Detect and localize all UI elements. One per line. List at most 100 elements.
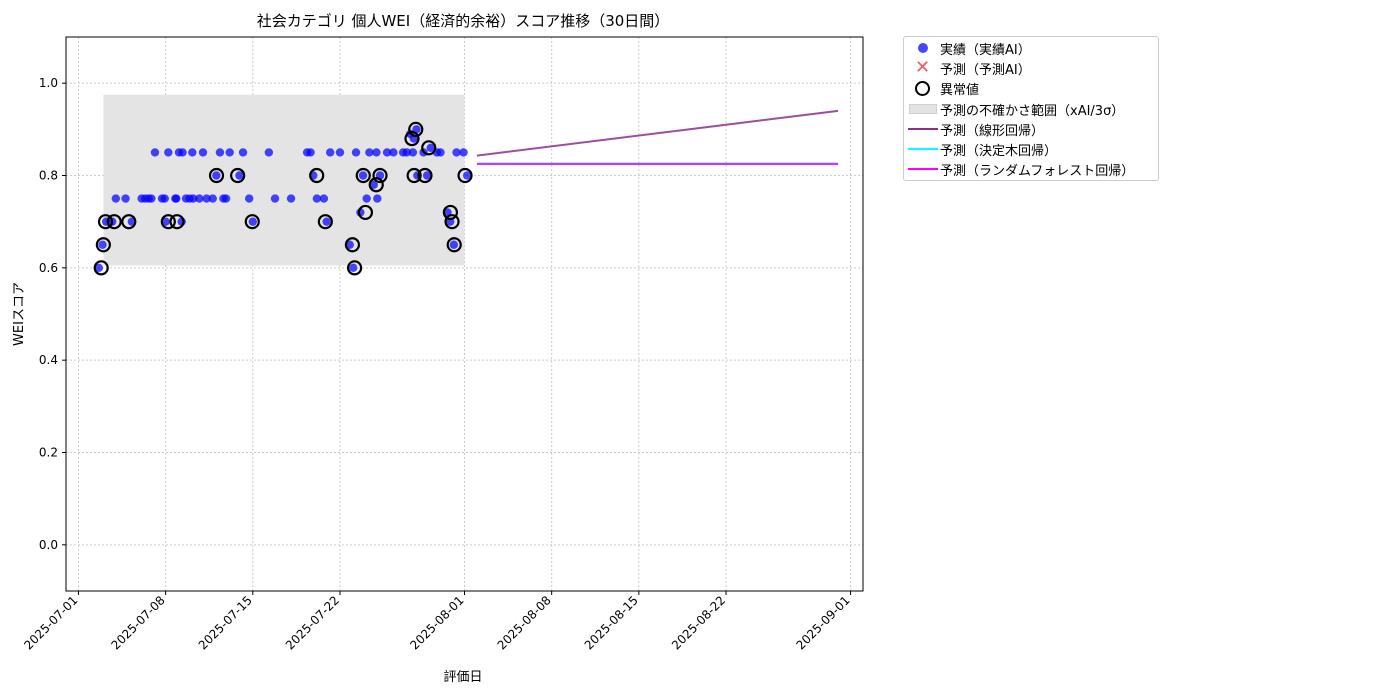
actual-point — [212, 171, 221, 180]
actual-point — [358, 171, 368, 180]
actual-point — [345, 240, 354, 249]
legend-item-forest: 予測（ランダムフォレスト回帰） — [904, 159, 1134, 179]
anomaly-ring — [446, 237, 462, 253]
actual-point — [369, 180, 378, 189]
actual-point — [436, 148, 445, 157]
actual-point — [225, 148, 234, 157]
actual-marker-icon — [918, 43, 928, 53]
actual-point — [349, 263, 358, 273]
anomaly-ring — [208, 167, 225, 184]
legend-item-band: 予測の不確かさ範囲（xAI/3σ） — [904, 99, 1124, 119]
actual-point — [248, 217, 257, 226]
legend-item-predicted: ✕ 予測（予測AI） — [904, 58, 1031, 78]
anomaly-ring — [97, 214, 114, 230]
actual-point — [322, 217, 331, 226]
anomaly-ring — [169, 214, 185, 230]
actual-point — [235, 171, 244, 180]
x-tick-label: 2025-08-08 — [495, 593, 554, 652]
tree-line-icon — [908, 148, 938, 150]
anomaly-ring — [417, 167, 433, 184]
anomaly-ring — [95, 237, 111, 253]
band-swatch-icon — [909, 104, 937, 114]
actual-point — [98, 240, 107, 249]
anomaly-ring — [444, 214, 460, 230]
ring-marker-icon — [915, 81, 930, 96]
actual-point — [195, 194, 204, 203]
anomaly-ring — [317, 214, 333, 230]
actual-point — [362, 194, 371, 203]
actual-point — [264, 148, 274, 157]
anomaly-ring — [421, 140, 437, 156]
actual-point — [215, 148, 225, 157]
anomaly-ring — [344, 237, 361, 253]
x-tick-label: 2025-08-22 — [669, 593, 728, 652]
anomaly-ring — [355, 167, 371, 184]
anomaly-ring — [160, 214, 176, 230]
actual-point — [198, 148, 208, 157]
actual-point — [382, 148, 392, 157]
x-tick-label: 2025-07-08 — [109, 593, 168, 652]
anomaly-ring — [121, 214, 137, 230]
anomaly-ring — [93, 260, 109, 276]
linear-line-icon — [908, 128, 938, 130]
legend-label-forest: 予測（ランダムフォレスト回帰） — [940, 163, 1135, 179]
anomaly-ring — [442, 204, 459, 221]
actual-point — [452, 148, 461, 157]
actual-point — [389, 148, 398, 157]
legend-item-anomaly: 異常値 — [904, 78, 979, 98]
anomaly-ring — [309, 167, 325, 184]
actual-point — [244, 194, 254, 203]
anomaly-ring — [404, 130, 420, 147]
actual-point — [286, 194, 296, 203]
x-tick-label: 2025-08-15 — [582, 593, 641, 652]
actual-point — [111, 194, 121, 203]
actual-point — [202, 194, 211, 203]
x-tick-label: 2025-08-01 — [407, 593, 466, 652]
actual-point — [238, 148, 248, 157]
legend-label-linear: 予測（線形回帰） — [940, 123, 1045, 139]
actual-point — [422, 171, 432, 180]
actual-point — [188, 148, 197, 157]
actual-point — [351, 148, 361, 157]
anomaly-ring — [368, 177, 384, 193]
x-tick-label: 2025-07-01 — [21, 593, 80, 652]
actual-point — [189, 194, 198, 203]
actual-point — [373, 194, 382, 203]
y-tick-label: 0.8 — [39, 169, 58, 183]
actual-point — [326, 148, 335, 157]
actual-point — [402, 148, 411, 157]
legend-label-band: 予測の不確かさ範囲（xAI/3σ） — [940, 103, 1125, 119]
chart-title: 社会カテゴリ 個人WEI（経済的余裕）スコア推移（30日間） — [257, 12, 670, 30]
actual-point — [164, 148, 173, 157]
x-marker-icon: ✕ — [915, 57, 931, 78]
legend: 実績（実績AI） ✕ 予測（予測AI） 異常値 予測の不確かさ範囲（xAI/3σ… — [903, 36, 1159, 181]
legend-item-tree: 予測（決定木回帰） — [904, 139, 1057, 159]
forest-line-icon — [908, 168, 938, 170]
anomaly-ring — [346, 260, 363, 276]
actual-point — [150, 148, 160, 157]
x-tick-label: 2025-07-15 — [196, 593, 255, 652]
actual-point — [172, 194, 181, 203]
legend-item-linear: 予測（線形回帰） — [904, 119, 1044, 139]
actual-point — [270, 194, 280, 203]
legend-item-actual: 実績（実績AI） — [904, 38, 1031, 58]
actual-point — [459, 148, 468, 157]
y-tick-label: 1.0 — [39, 76, 58, 90]
legend-label-predicted: 予測（予測AI） — [940, 62, 1031, 78]
anomaly-ring — [457, 167, 473, 184]
x-tick-label: 2025-07-22 — [283, 593, 342, 652]
actual-point — [365, 148, 374, 157]
actual-point — [208, 194, 217, 203]
y-axis-label: WEIスコア — [12, 282, 27, 346]
actual-point — [426, 143, 435, 152]
actual-point — [178, 148, 187, 157]
x-tick-label: 2025-09-01 — [793, 593, 852, 652]
actual-point — [94, 263, 104, 273]
actual-point — [219, 194, 228, 203]
actual-point — [319, 194, 329, 203]
anomaly-ring — [406, 167, 422, 184]
legend-label-actual: 実績（実績AI） — [940, 42, 1031, 58]
actual-point — [121, 194, 130, 203]
actual-point — [157, 194, 167, 203]
x-axis-label: 評価日 — [443, 670, 482, 685]
